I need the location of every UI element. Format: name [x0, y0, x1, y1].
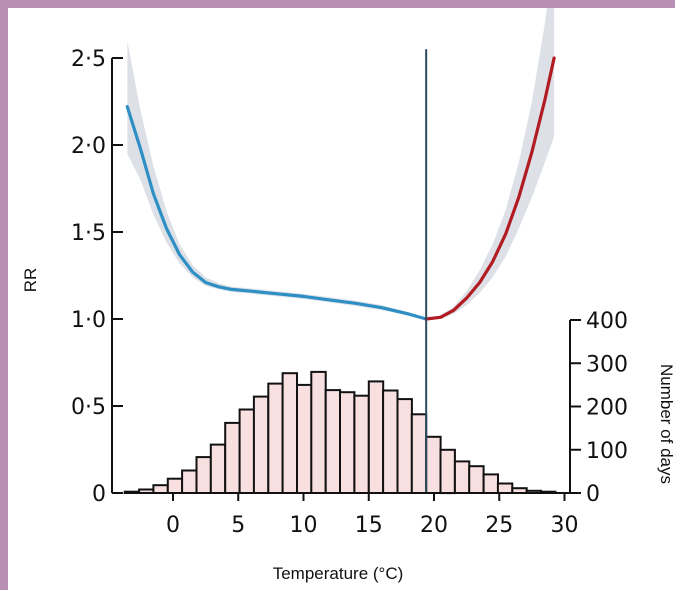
histogram-bar-15 — [339, 391, 356, 495]
heat-rr-curve — [424, 56, 556, 321]
y-tick-label: 1·5 — [71, 221, 106, 246]
histogram-bar-3 — [166, 477, 184, 495]
y-tick-label: 2·5 — [71, 47, 106, 72]
histogram-bar-9 — [252, 395, 270, 495]
histogram-bar-21 — [425, 435, 442, 494]
y2-tick-label: 100 — [586, 439, 628, 464]
histogram-bar-20 — [410, 413, 428, 494]
axes: 0 0·5 1·0 1·5 2·0 2·5 0 100 200 300 400 0 5 10 15 20 25 3… — [71, 47, 628, 538]
histogram-bar-5 — [195, 456, 212, 495]
rr-temperature-chart: 0 0·5 1·0 1·5 2·0 2·5 0 100 200 300 400 0 5 10 15 20 25 3… — [21, 8, 675, 583]
histogram-bar-2 — [152, 484, 169, 495]
y2-tick-label: 300 — [586, 352, 628, 377]
y2-axis-title: Number of days — [657, 364, 675, 484]
histogram-bar-14 — [324, 389, 342, 495]
x-axis-title: Temperature (°C) — [273, 564, 404, 583]
y-tick-label: 1·0 — [71, 308, 106, 333]
x-tick-label: 20 — [420, 513, 448, 538]
x-tick-label: 0 — [166, 513, 180, 538]
y-axis-title: RR — [21, 268, 40, 293]
y2-tick-label: 200 — [586, 396, 628, 421]
histogram-bar-16 — [353, 394, 370, 495]
histogram-bar-11 — [281, 372, 299, 495]
x-tick-label: 15 — [355, 513, 383, 538]
y-tick-label: 0 — [92, 482, 106, 507]
days-histogram — [123, 370, 557, 495]
histogram-bar-12 — [296, 383, 313, 494]
histogram-bar-19 — [396, 398, 413, 495]
cold-rr-curve — [125, 105, 428, 321]
histogram-bar-22 — [439, 448, 456, 495]
x-tick-label: 10 — [290, 513, 318, 538]
histogram-bar-4 — [181, 469, 198, 494]
histogram-bar-17 — [367, 380, 385, 494]
y2-tick-label: 0 — [586, 482, 600, 507]
histogram-bar-10 — [267, 382, 284, 495]
histogram-bar-13 — [310, 370, 327, 494]
y2-tick-label: 400 — [586, 309, 628, 334]
x-tick-label: 30 — [551, 513, 579, 538]
histogram-bar-8 — [238, 408, 256, 494]
histogram-bar-24 — [468, 465, 485, 495]
histogram-bar-18 — [382, 389, 399, 494]
histogram-bar-6 — [209, 443, 227, 495]
y-tick-label: 0·5 — [71, 395, 106, 420]
rr-curves — [125, 56, 556, 321]
histogram-bar-23 — [453, 460, 471, 494]
x-tick-label: 5 — [231, 513, 245, 538]
y-tick-label: 2·0 — [71, 134, 106, 159]
histogram-bar-26 — [496, 482, 514, 494]
chart-panel: 0 0·5 1·0 1·5 2·0 2·5 0 100 200 300 400 0 5 10 15 20 25 3… — [8, 8, 675, 590]
histogram-bar-25 — [482, 473, 500, 494]
x-tick-label: 25 — [485, 513, 513, 538]
histogram-bar-7 — [224, 421, 241, 494]
